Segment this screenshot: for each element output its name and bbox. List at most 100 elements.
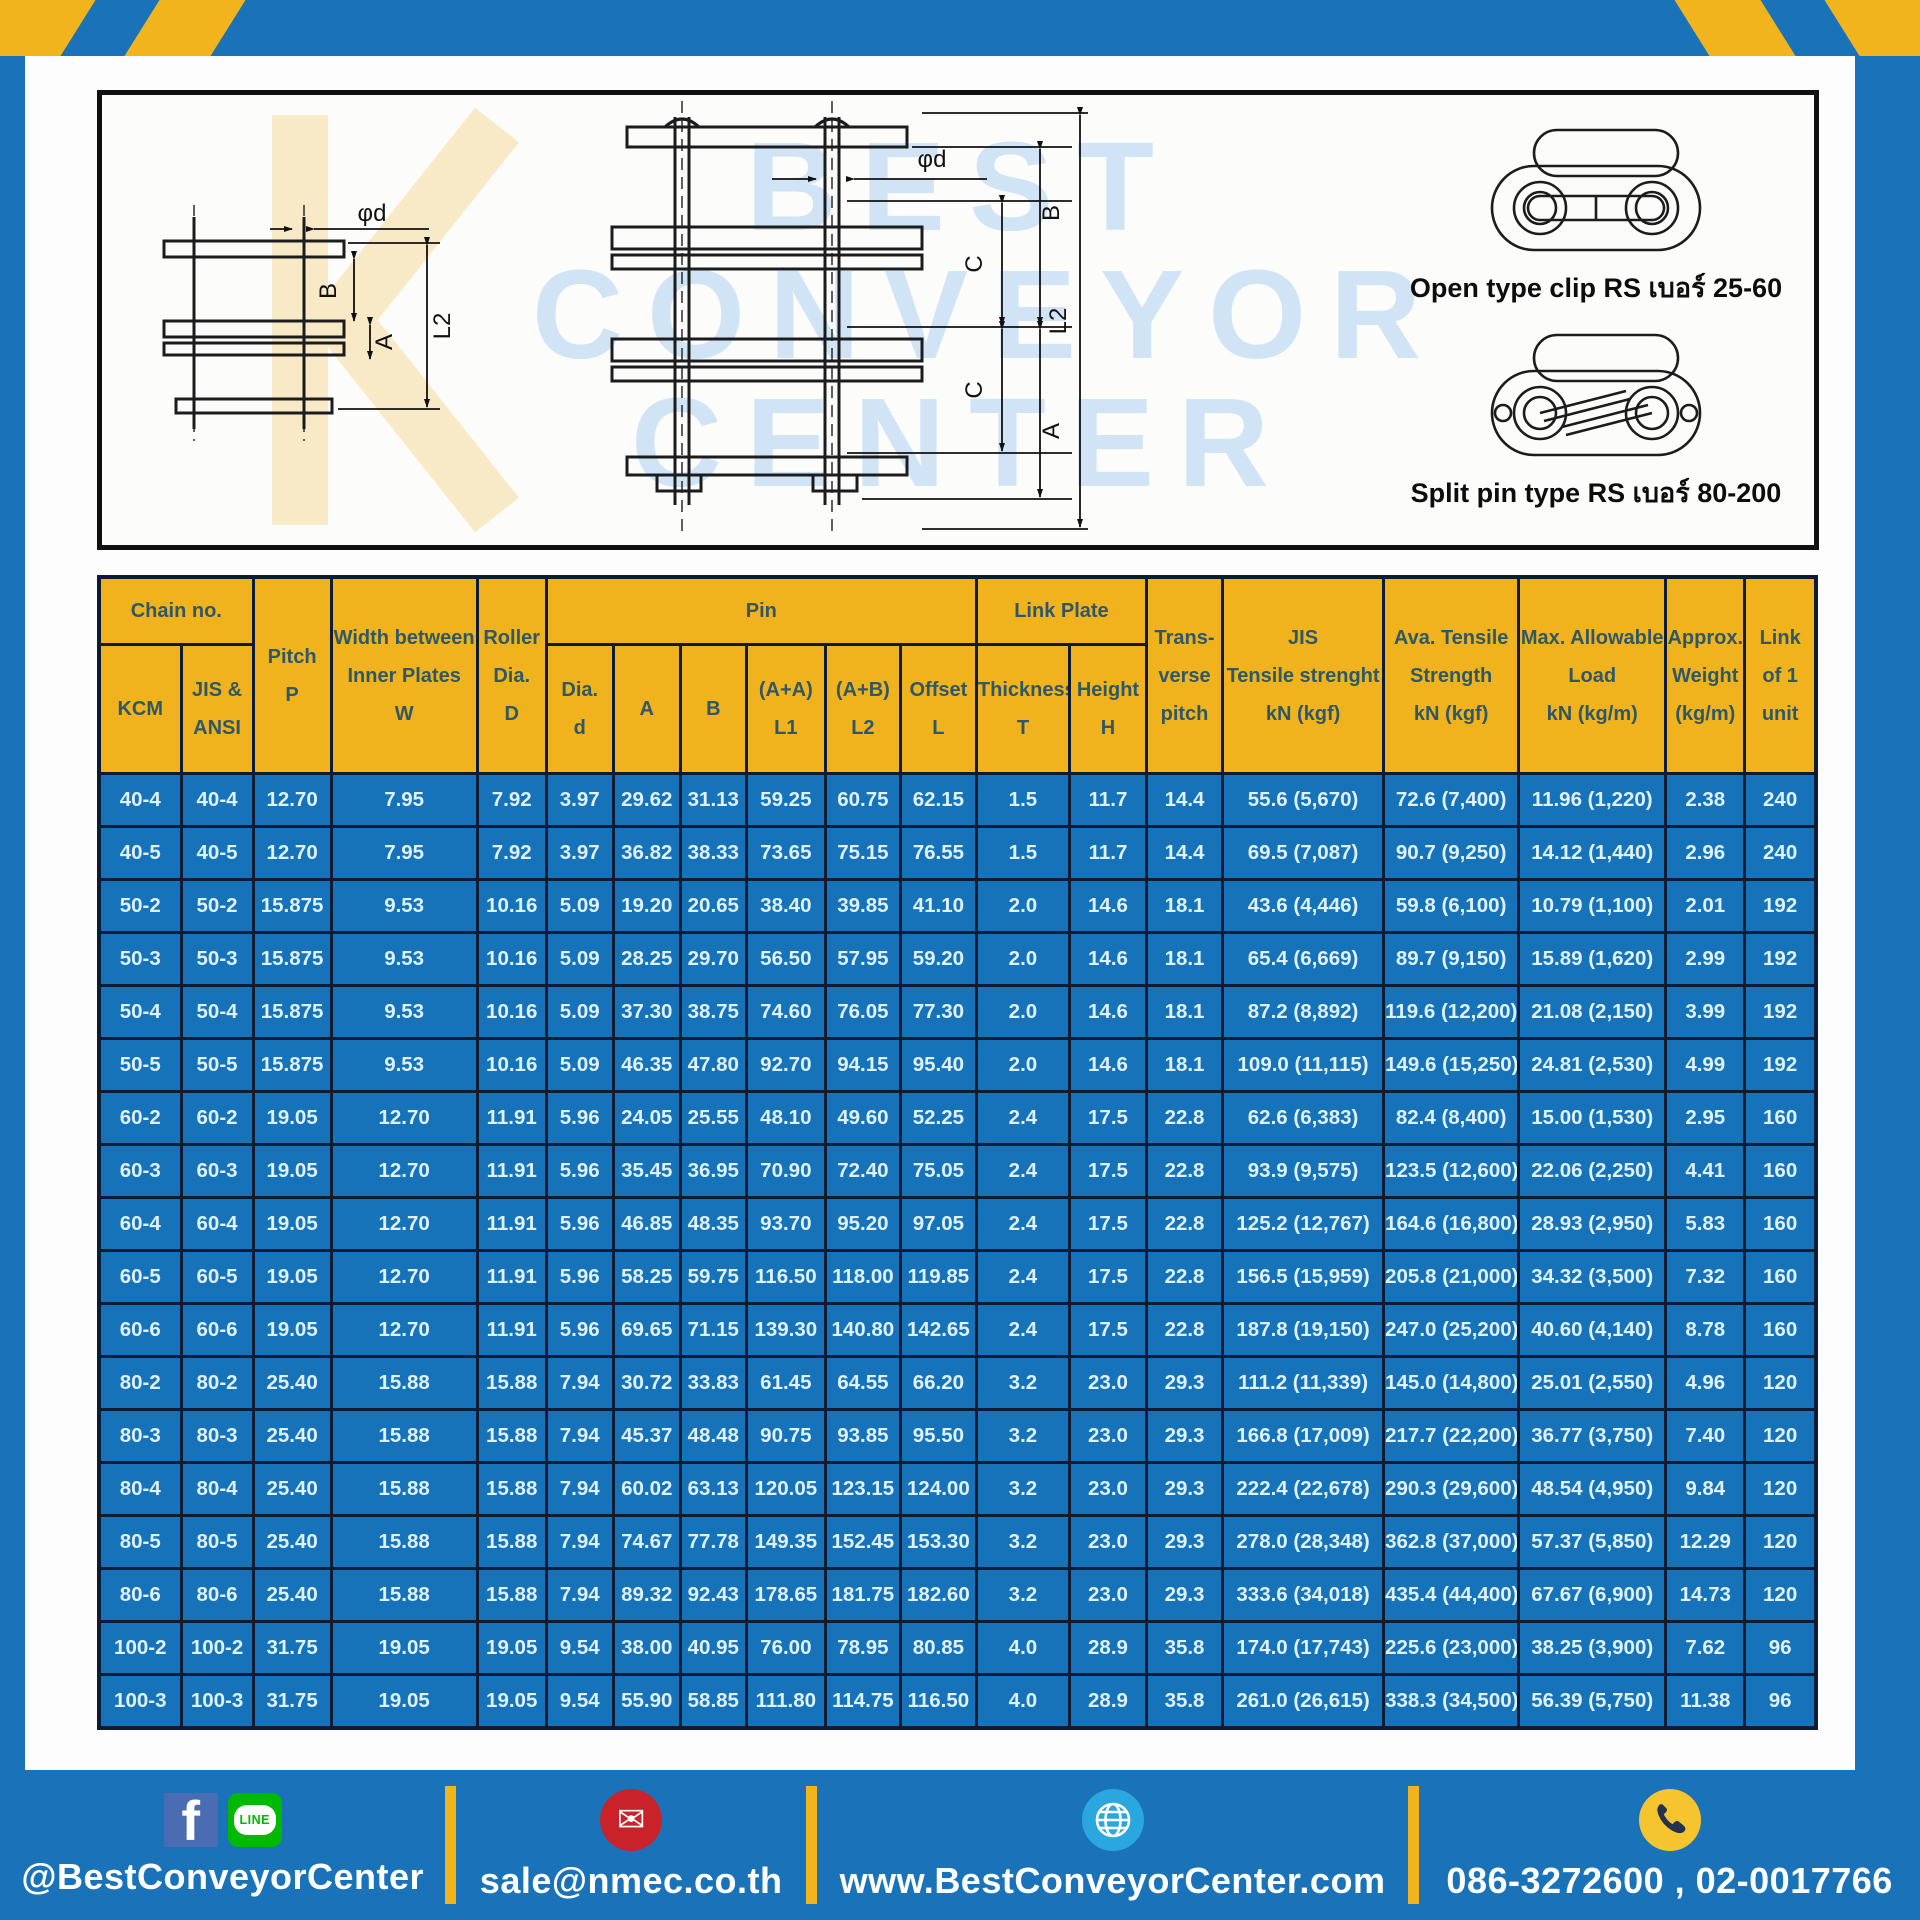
table-cell: 12.70 [251,825,333,881]
table-cell: 36.82 [611,825,682,881]
table-cell: 93.70 [744,1196,827,1252]
dim-label-l2: L2 [429,313,456,340]
table-cell: 120.05 [744,1461,827,1517]
email-icon: ✉ [600,1788,663,1851]
table-cell: 100-2 [179,1620,255,1676]
table-cell: 61.45 [744,1355,827,1411]
col-header-chain-no: Chain no. [97,575,255,646]
col-header-link-unit: Link of 1 unit [1743,575,1818,775]
table-cell: 11.96 (1,220) [1517,772,1668,828]
table-cell: 4.96 [1664,1355,1747,1411]
table-cell: 60-3 [97,1143,183,1199]
table-cell: 35.45 [611,1143,682,1199]
table-cell: 11.38 [1664,1673,1747,1730]
table-cell: 40.95 [678,1620,748,1676]
table-cell: 10.16 [475,931,548,987]
table-cell: 23.0 [1067,1355,1149,1411]
table-cell: 19.05 [329,1620,479,1676]
table-cell: 23.0 [1067,1567,1149,1623]
table-cell: 2.4 [974,1302,1071,1358]
footer-divider [805,1786,817,1904]
table-cell: 59.75 [678,1249,748,1305]
table-cell: 120 [1743,1514,1818,1570]
table-cell: 73.65 [744,825,827,881]
table-cell: 3.2 [974,1567,1071,1623]
table-cell: 15.88 [329,1408,479,1464]
table-cell: 29.3 [1144,1461,1225,1517]
yellow-stripe [1817,0,1920,56]
table-cell: 261.0 (26,615) [1221,1673,1386,1730]
table-cell: 28.93 (2,950) [1517,1196,1668,1252]
table-cell: 59.20 [898,931,978,987]
col-header-dia-d: Dia. d [544,643,615,775]
table-cell: 4.0 [974,1673,1071,1730]
table-cell: 56.39 (5,750) [1517,1673,1668,1730]
table-cell: 174.0 (17,743) [1221,1620,1386,1676]
table-cell: 290.3 (29,600) [1382,1461,1521,1517]
table-cell: 118.00 [823,1249,902,1305]
table-cell: 33.83 [678,1355,748,1411]
open-clip-link-figure [1490,128,1702,252]
footer-divider [445,1786,457,1904]
table-cell: 40.60 (4,140) [1517,1302,1668,1358]
table-cell: 64.55 [823,1355,902,1411]
table-cell: 149.6 (15,250) [1382,1037,1521,1093]
table-cell: 2.95 [1664,1090,1747,1146]
table-cell: 160 [1743,1143,1818,1199]
table-cell: 2.0 [974,878,1071,934]
col-header-pin: Pin [544,575,978,646]
table-cell: 14.4 [1144,772,1225,828]
table-cell: 10.79 (1,100) [1517,878,1668,934]
table-cell: 31.75 [251,1620,333,1676]
table-cell: 60-2 [179,1090,255,1146]
table-cell: 38.33 [678,825,748,881]
table-cell: 65.4 (6,669) [1221,931,1386,987]
table-cell: 25.01 (2,550) [1517,1355,1668,1411]
table-cell: 23.0 [1067,1408,1149,1464]
table-cell: 24.05 [611,1090,682,1146]
table-cell: 19.05 [251,1302,333,1358]
col-header-approx-weight: Approx. Weight (kg/m) [1664,575,1747,775]
table-cell: 29.3 [1144,1567,1225,1623]
table-cell: 5.96 [544,1302,615,1358]
footer-email-section: ✉ sale@nmec.co.th [456,1770,805,1920]
table-cell: 58.25 [611,1249,682,1305]
table-cell: 12.29 [1664,1514,1747,1570]
table-cell: 82.4 (8,400) [1382,1090,1521,1146]
table-cell: 160 [1743,1302,1818,1358]
table-cell: 14.12 (1,440) [1517,825,1668,881]
table-cell: 90.75 [744,1408,827,1464]
table-cell: 187.8 (19,150) [1221,1302,1386,1358]
table-cell: 3.2 [974,1408,1071,1464]
chain-side-view-diagram: φd A B L2 [162,203,456,441]
table-cell: 92.70 [744,1037,827,1093]
table-cell: 56.50 [744,931,827,987]
table-cell: 10.16 [475,1037,548,1093]
table-cell: 29.3 [1144,1514,1225,1570]
table-cell: 97.05 [898,1196,978,1252]
table-cell: 3.99 [1664,984,1747,1040]
table-cell: 66.20 [898,1355,978,1411]
table-cell: 40-4 [97,772,183,828]
multi-strand-chain-diagram: φd C C B A L2 [610,101,1088,537]
table-row: 60-5 60-5 19.05 12.70 11.91 5.96 58.25 59.75 116… [97,1249,1818,1305]
col-header-roller: Roller Dia. D [475,575,548,775]
table-cell: 19.05 [251,1143,333,1199]
table-cell: 38.25 (3,900) [1517,1620,1668,1676]
table-cell: 124.00 [898,1461,978,1517]
table-cell: 109.0 (11,115) [1221,1037,1386,1093]
dim-label-phi-d: φd [918,146,947,173]
table-cell: 90.7 (9,250) [1382,825,1521,881]
table-cell: 80-5 [97,1514,183,1570]
table-cell: 8.78 [1664,1302,1747,1358]
table-cell: 28.9 [1067,1620,1149,1676]
table-cell: 60-3 [179,1143,255,1199]
table-row: 40-4 40-4 12.70 7.95 7.92 3.97 29.62 31.13 59.25… [97,772,1818,828]
table-cell: 2.0 [974,1037,1071,1093]
table-cell: 225.6 (23,000) [1382,1620,1521,1676]
footer-social-section: f LINE @BestConveyorCenter [0,1770,445,1920]
table-cell: 29.62 [611,772,682,828]
table-cell: 50-2 [97,878,183,934]
table-cell: 15.89 (1,620) [1517,931,1668,987]
table-cell: 240 [1743,825,1818,881]
